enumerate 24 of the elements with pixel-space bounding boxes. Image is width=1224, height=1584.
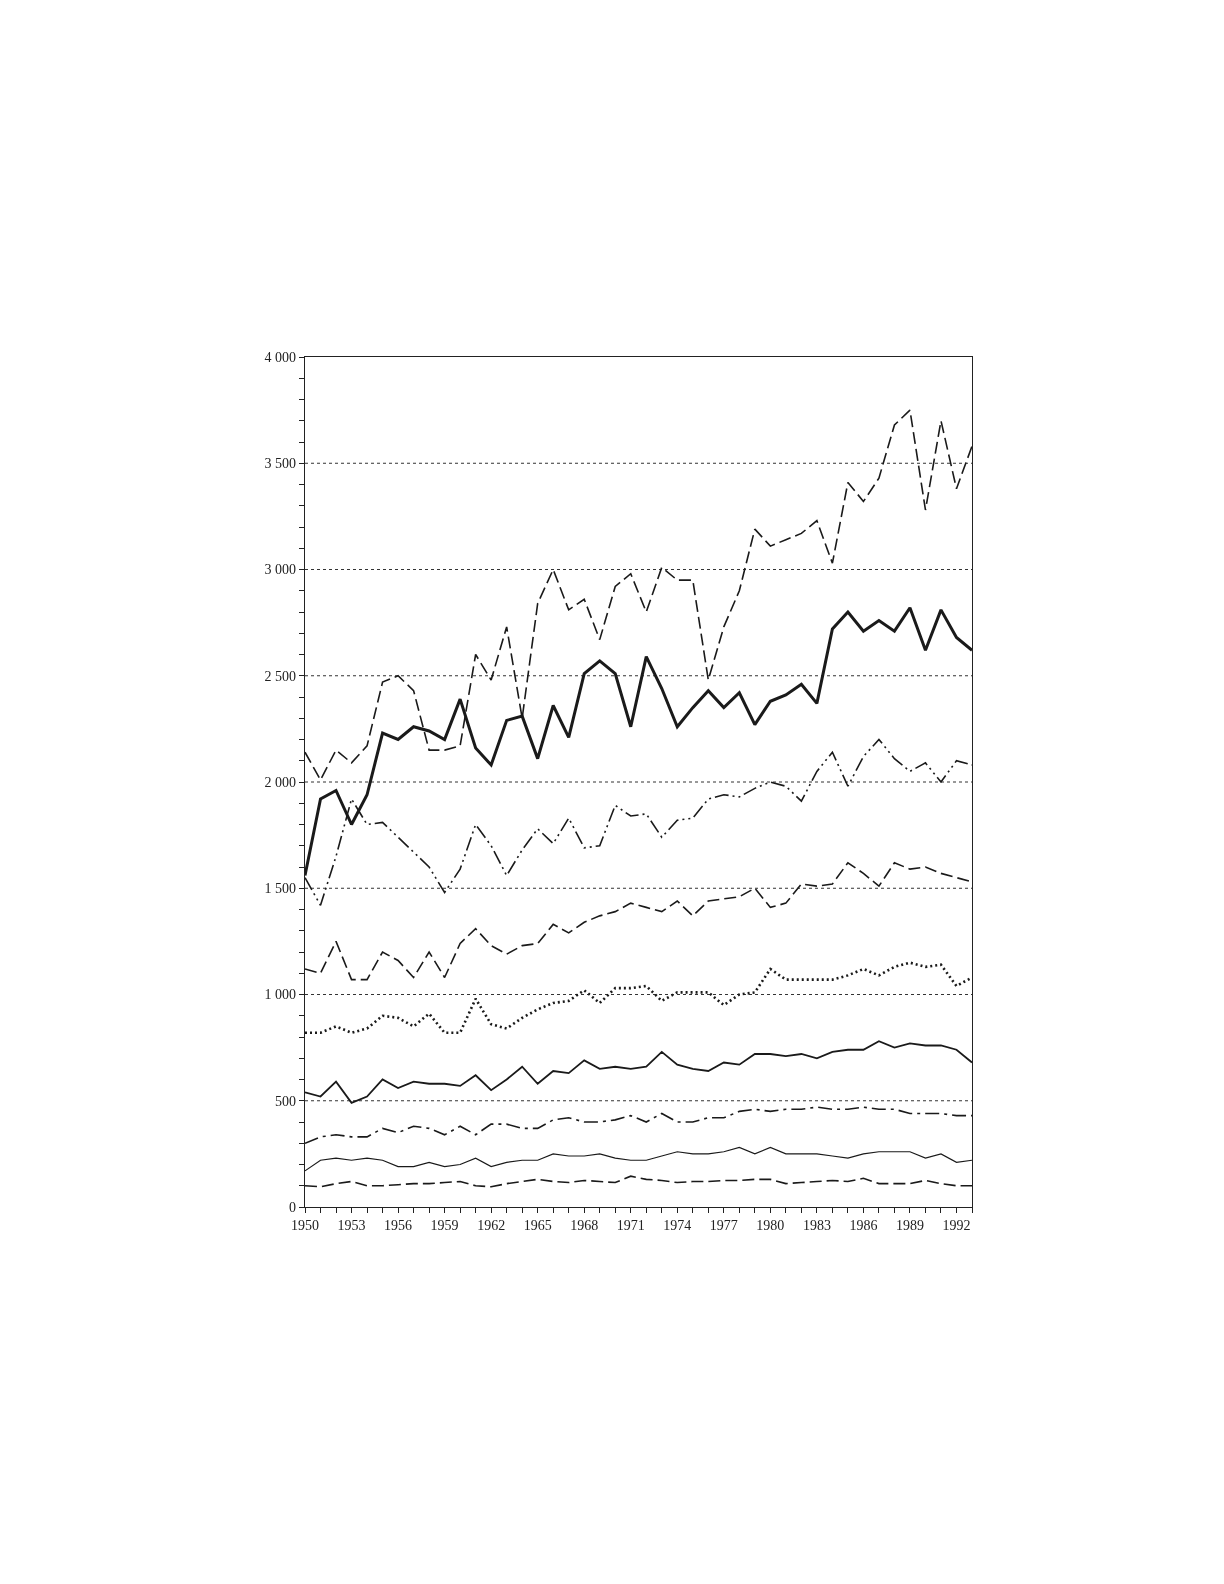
x-tick-label: 1980 [756, 1217, 785, 1233]
x-tick-label: 1992 [942, 1217, 971, 1233]
y-tick-label: 1 000 [264, 987, 297, 1003]
y-tick-label: 500 [275, 1093, 297, 1109]
x-tick-label: 1962 [477, 1217, 506, 1233]
x-tick-label: 1989 [895, 1217, 924, 1233]
x-tick-label: 1953 [337, 1217, 366, 1233]
x-tick-label: 1965 [523, 1217, 552, 1233]
y-tick-label: 3 500 [264, 456, 297, 472]
y-tick-label: 3 000 [264, 562, 297, 578]
y-tick-label: 2 000 [264, 774, 297, 790]
y-tick-label: 0 [289, 1199, 297, 1215]
y-tick-label: 1 500 [264, 881, 297, 897]
x-tick-label: 1977 [709, 1217, 738, 1233]
y-tick-label: 4 000 [264, 349, 297, 365]
x-tick-label: 1971 [616, 1217, 645, 1233]
y-tick-label: 2 500 [264, 668, 297, 684]
x-tick-label: 1983 [802, 1217, 831, 1233]
x-tick-label: 1974 [663, 1217, 692, 1233]
x-tick-label: 1956 [384, 1217, 413, 1233]
x-tick-label: 1968 [570, 1217, 599, 1233]
x-tick-label: 1986 [849, 1217, 878, 1233]
x-tick-label: 1959 [430, 1217, 459, 1233]
x-tick-label: 1950 [291, 1217, 319, 1233]
